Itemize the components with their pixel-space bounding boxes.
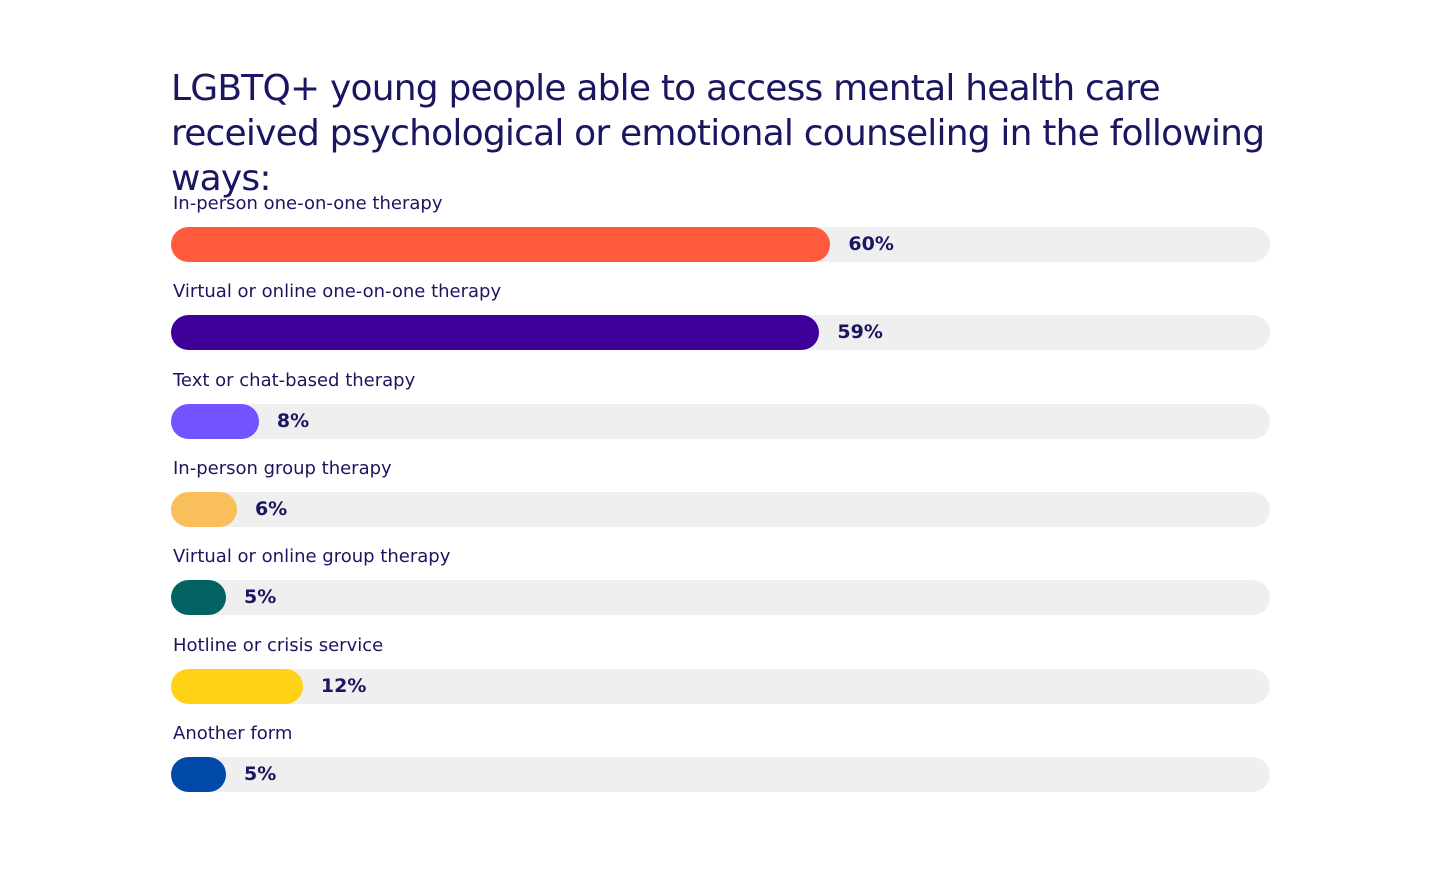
bar bbox=[171, 491, 237, 527]
bar bbox=[171, 315, 820, 351]
value-label: 8% bbox=[276, 409, 310, 432]
bar-track bbox=[171, 668, 1270, 704]
category-label: In-person one-on-one therapy bbox=[173, 193, 443, 214]
bar-track bbox=[171, 491, 1270, 527]
value-label: 60% bbox=[848, 233, 894, 255]
value-label: 6% bbox=[254, 497, 288, 520]
value-label: 12% bbox=[320, 674, 367, 697]
bar bbox=[171, 580, 226, 616]
bar-track bbox=[171, 403, 1270, 439]
bar-track bbox=[171, 580, 1270, 616]
bar bbox=[171, 403, 259, 439]
bar bbox=[171, 668, 303, 704]
bar bbox=[171, 756, 226, 792]
value-label: 5% bbox=[244, 586, 277, 609]
value-label: 5% bbox=[244, 762, 277, 785]
category-label: Another form bbox=[173, 722, 293, 744]
bar bbox=[171, 227, 831, 262]
category-label: Text or chat-based therapy bbox=[173, 369, 416, 391]
category-label: Virtual or online group therapy bbox=[173, 546, 451, 568]
category-label: In-person group therapy bbox=[173, 457, 392, 479]
chart-title: LGBTQ+ young people able to access menta… bbox=[171, 68, 1265, 199]
category-label: Hotline or crisis service bbox=[173, 634, 384, 656]
bar-track bbox=[171, 756, 1270, 792]
value-label: 59% bbox=[837, 321, 883, 344]
category-label: Virtual or online one-on-one therapy bbox=[173, 281, 502, 303]
